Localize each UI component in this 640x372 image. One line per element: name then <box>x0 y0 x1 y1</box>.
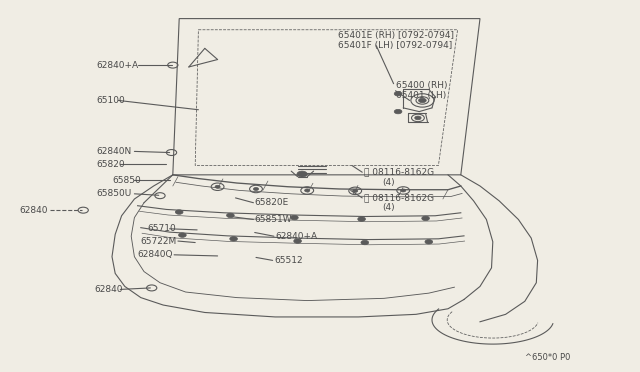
Text: 62840N: 62840N <box>96 147 131 156</box>
Text: 65850U: 65850U <box>96 189 131 198</box>
Text: 62840: 62840 <box>95 285 124 294</box>
Circle shape <box>394 92 402 96</box>
Text: 62840: 62840 <box>19 206 48 215</box>
Circle shape <box>179 233 186 237</box>
Circle shape <box>215 185 220 188</box>
Circle shape <box>253 187 259 190</box>
Text: Ⓑ 08116-8162G: Ⓑ 08116-8162G <box>364 168 434 177</box>
Text: 62840+A: 62840+A <box>275 232 317 241</box>
Text: 65401F (LH) [0792-0794]: 65401F (LH) [0792-0794] <box>338 41 452 50</box>
Text: 65401 (LH): 65401 (LH) <box>396 92 446 100</box>
Text: 62840Q: 62840Q <box>138 250 173 259</box>
Circle shape <box>297 171 307 177</box>
Text: 65100: 65100 <box>96 96 125 105</box>
Circle shape <box>227 213 234 218</box>
Text: 62840+A: 62840+A <box>96 61 138 70</box>
Text: 65820: 65820 <box>96 160 125 169</box>
Text: 65512: 65512 <box>274 256 303 265</box>
Circle shape <box>419 98 426 103</box>
Circle shape <box>422 216 429 221</box>
Circle shape <box>425 240 433 244</box>
Circle shape <box>294 239 301 243</box>
Text: 65722M: 65722M <box>141 237 177 246</box>
Text: 65401E (RH) [0792-0794]: 65401E (RH) [0792-0794] <box>338 31 454 40</box>
Circle shape <box>230 237 237 241</box>
Circle shape <box>415 116 421 120</box>
Text: (4): (4) <box>383 203 396 212</box>
Text: (4): (4) <box>383 178 396 187</box>
Circle shape <box>361 240 369 245</box>
Circle shape <box>291 215 298 220</box>
Circle shape <box>353 189 358 192</box>
Text: 65851W: 65851W <box>255 215 292 224</box>
Circle shape <box>394 109 402 114</box>
Text: 65400 (RH): 65400 (RH) <box>396 81 447 90</box>
Circle shape <box>401 189 406 192</box>
Circle shape <box>305 189 310 192</box>
Text: 65710: 65710 <box>147 224 176 233</box>
Circle shape <box>358 217 365 221</box>
Text: Ⓑ 08116-8162G: Ⓑ 08116-8162G <box>364 193 434 202</box>
Circle shape <box>175 210 183 214</box>
Text: 65820E: 65820E <box>255 198 289 207</box>
Text: ^650*0 P0: ^650*0 P0 <box>525 353 570 362</box>
Text: 65850: 65850 <box>112 176 141 185</box>
